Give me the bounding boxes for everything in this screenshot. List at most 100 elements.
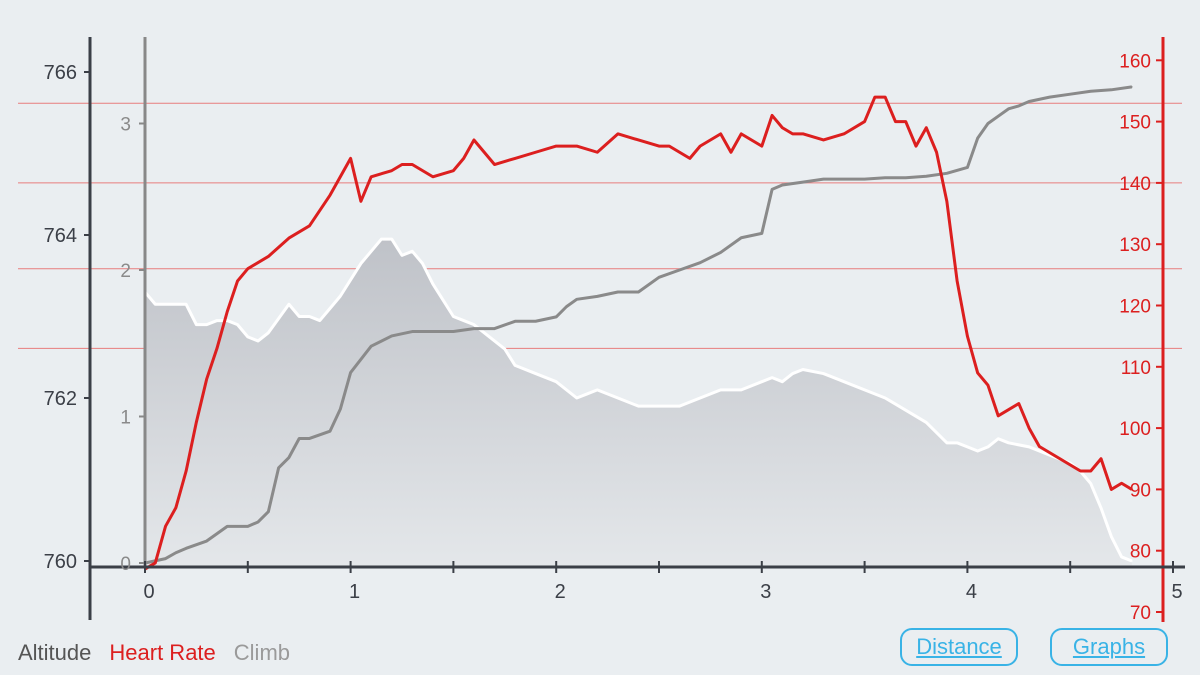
heart-rate-point bbox=[935, 151, 938, 154]
altitude-tick-label: 760 bbox=[44, 551, 77, 573]
x-tick-label: 2 bbox=[555, 581, 566, 603]
altitude-point bbox=[637, 405, 640, 407]
climb-point bbox=[308, 437, 311, 440]
climb-point bbox=[771, 188, 773, 191]
heart-rate-point bbox=[390, 169, 393, 172]
heart-rate-point bbox=[1069, 464, 1071, 466]
climb-point bbox=[1089, 90, 1092, 93]
heart-rate-point bbox=[791, 133, 794, 135]
altitude-point bbox=[504, 348, 506, 350]
altitude-point bbox=[1131, 560, 1133, 562]
altitude-point bbox=[493, 340, 496, 342]
heart-rate-point bbox=[1018, 402, 1020, 405]
altitude-point bbox=[1120, 556, 1123, 558]
heart-rate-point bbox=[401, 163, 403, 166]
altitude-point bbox=[781, 380, 784, 383]
altitude-point bbox=[761, 380, 763, 383]
climb-point bbox=[432, 330, 434, 333]
heart-rate-point bbox=[349, 157, 352, 160]
climb-point bbox=[565, 305, 568, 308]
climb-point bbox=[904, 176, 907, 179]
altitude-point bbox=[719, 389, 722, 391]
climb-point bbox=[555, 316, 557, 318]
heart-rate-point bbox=[226, 310, 229, 313]
heart-rate-point bbox=[658, 145, 660, 147]
altitude-point bbox=[432, 283, 434, 285]
altitude-tick-label: 764 bbox=[44, 225, 77, 247]
heart-rate-point bbox=[164, 525, 167, 527]
legend-heart-rate: Heart Rate bbox=[109, 640, 216, 665]
climb-point bbox=[1048, 96, 1051, 98]
climb-point bbox=[1018, 105, 1020, 107]
x-tick-label: 0 bbox=[143, 581, 154, 603]
heart-rate-point bbox=[740, 133, 743, 135]
climb-point bbox=[339, 408, 342, 410]
heart-rate-point bbox=[925, 126, 928, 129]
altitude-point bbox=[257, 340, 259, 342]
heart-rate-point bbox=[1089, 470, 1092, 472]
heart-rate-point bbox=[946, 200, 948, 203]
altitude-point bbox=[154, 303, 157, 306]
climb-point bbox=[884, 176, 886, 179]
climb-point bbox=[390, 335, 393, 337]
climb-point bbox=[761, 232, 763, 235]
climb-point bbox=[452, 330, 455, 333]
graphs-button[interactable]: Graphs bbox=[1050, 628, 1168, 666]
altitude-point bbox=[411, 250, 414, 253]
heart-rate-tick-label: 140 bbox=[1119, 174, 1151, 195]
heart-rate-point bbox=[195, 421, 198, 423]
climb-point bbox=[946, 172, 948, 175]
heart-rate-point bbox=[1131, 488, 1133, 491]
heart-rate-point bbox=[288, 237, 290, 239]
altitude-point bbox=[997, 437, 1000, 440]
altitude-point bbox=[843, 380, 845, 383]
altitude-point bbox=[380, 238, 383, 240]
altitude-point bbox=[185, 303, 187, 306]
altitude-point bbox=[863, 389, 866, 391]
heart-rate-point bbox=[1100, 457, 1102, 460]
heart-rate-point bbox=[555, 145, 557, 147]
distance-button[interactable]: Distance bbox=[900, 628, 1018, 666]
heart-rate-tick-label: 80 bbox=[1130, 542, 1151, 563]
heart-rate-point bbox=[1007, 408, 1010, 411]
heart-rate-point bbox=[339, 175, 342, 178]
climb-point bbox=[997, 115, 1000, 117]
heart-rate-point bbox=[329, 194, 331, 196]
heart-rate-point bbox=[771, 114, 773, 117]
altitude-point bbox=[473, 323, 475, 326]
altitude-point bbox=[925, 421, 928, 424]
climb-point bbox=[1110, 89, 1113, 91]
heart-rate-point bbox=[175, 506, 177, 509]
heart-rate-point bbox=[843, 133, 845, 135]
altitude-point bbox=[360, 262, 362, 265]
climb-point bbox=[257, 521, 259, 523]
heart-rate-tick-label: 120 bbox=[1119, 297, 1151, 318]
climb-tick-label: 0 bbox=[120, 554, 131, 575]
x-tick-label: 3 bbox=[760, 581, 771, 603]
climb-point bbox=[247, 525, 249, 528]
heart-rate-tick-label: 70 bbox=[1130, 603, 1151, 624]
climb-point bbox=[781, 184, 784, 186]
climb-point bbox=[514, 320, 516, 323]
elevation-heart-rate-chart: 7607627647660123708090100110120130140150… bbox=[18, 37, 1185, 624]
climb-point bbox=[298, 437, 301, 440]
climb-tick-label: 3 bbox=[120, 115, 131, 136]
climb-point bbox=[175, 551, 177, 554]
climb-point bbox=[925, 175, 928, 178]
x-tick-label: 1 bbox=[349, 581, 360, 603]
altitude-point bbox=[1089, 482, 1092, 485]
altitude-tick-label: 762 bbox=[44, 388, 77, 410]
altitude-point bbox=[370, 250, 372, 253]
heart-rate-tick-label: 150 bbox=[1119, 113, 1151, 134]
altitude-point bbox=[339, 295, 342, 297]
climb-point bbox=[802, 181, 804, 183]
altitude-point bbox=[308, 315, 311, 318]
climb-point bbox=[719, 251, 722, 254]
altitude-point bbox=[442, 299, 444, 302]
heart-rate-tick-label: 90 bbox=[1130, 480, 1151, 501]
altitude-line bbox=[143, 237, 1133, 563]
heart-rate-tick-label: 160 bbox=[1119, 51, 1151, 72]
climb-point bbox=[205, 540, 208, 542]
altitude-point bbox=[1007, 442, 1010, 444]
heart-rate-point bbox=[1079, 470, 1082, 472]
